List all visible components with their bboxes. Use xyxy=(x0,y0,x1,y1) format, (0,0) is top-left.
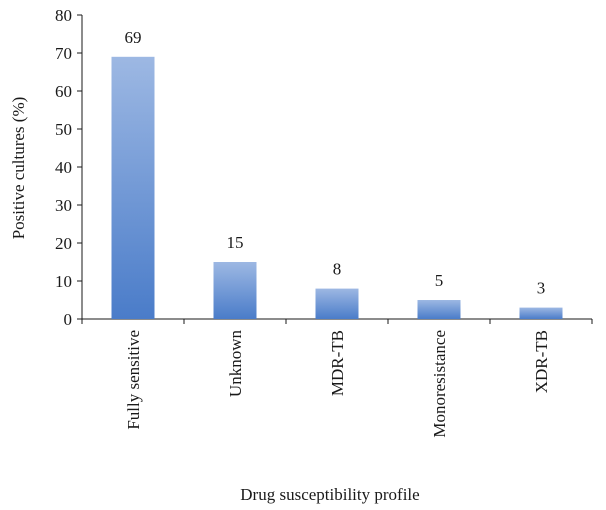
y-tick-label: 0 xyxy=(64,310,73,329)
x-tick-label: Fully sensitive xyxy=(124,330,143,430)
y-tick-label: 80 xyxy=(55,6,72,25)
x-axis-title: Drug susceptibility profile xyxy=(240,485,419,504)
x-tick-label: XDR-TB xyxy=(532,330,551,393)
data-label: 8 xyxy=(333,260,342,279)
x-tick-label: MDR-TB xyxy=(328,330,347,396)
data-label: 5 xyxy=(435,271,444,290)
y-axis-title: Positive cultures (%) xyxy=(9,97,28,240)
data-label: 3 xyxy=(537,279,546,298)
data-label: 15 xyxy=(227,233,244,252)
bar xyxy=(417,300,461,319)
y-tick-label: 40 xyxy=(55,158,72,177)
x-tick-label: Unknown xyxy=(226,330,245,398)
y-tick-label: 30 xyxy=(55,196,72,215)
bar xyxy=(111,56,155,320)
y-tick-label: 10 xyxy=(55,272,72,291)
y-tick-label: 60 xyxy=(55,82,72,101)
y-tick-label: 50 xyxy=(55,120,72,139)
bar xyxy=(315,288,359,319)
bar xyxy=(519,307,563,319)
x-tick-label: Monoresistance xyxy=(430,330,449,438)
plot-area: 0 10 20 30 40 50 60 70 80 69 Fully sensitive 15 Unkn… xyxy=(55,6,593,438)
data-label: 69 xyxy=(125,28,142,47)
y-tick-label: 20 xyxy=(55,234,72,253)
bar xyxy=(213,262,257,319)
y-tick-label: 70 xyxy=(55,44,72,63)
